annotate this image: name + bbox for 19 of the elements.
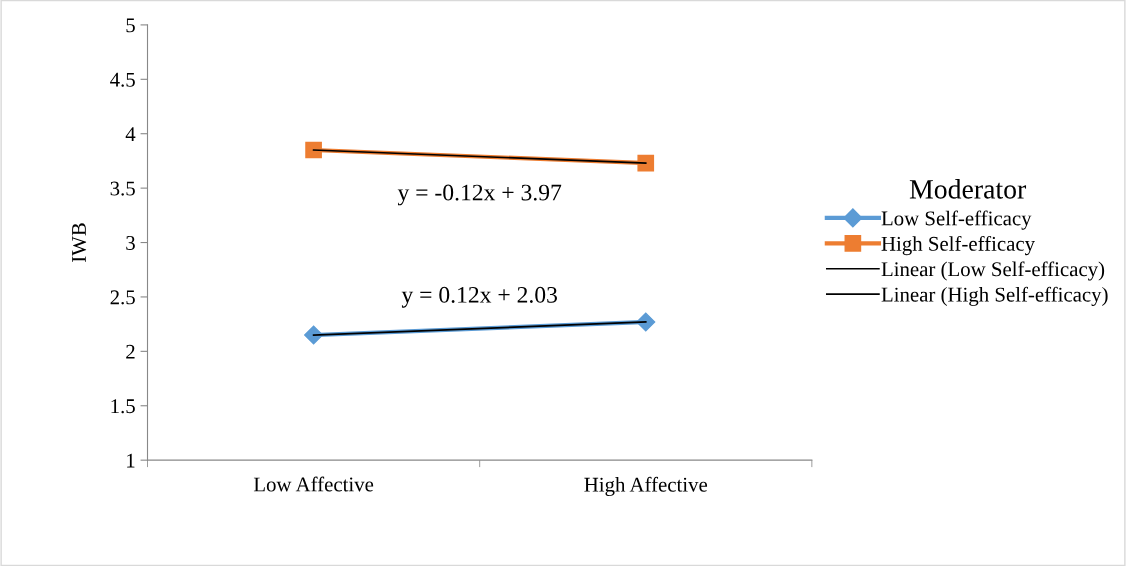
y-tick-label: 4 — [125, 127, 136, 141]
y-tick-label: 4.5 — [110, 72, 135, 87]
y-tick-label: 5 — [126, 18, 135, 33]
legend-label: Linear (High Self-efficacy) — [881, 286, 1108, 306]
x-tick-label: Low Affective — [253, 476, 374, 492]
legend-label: Linear (Low Self-efficacy) — [881, 261, 1105, 281]
y-axis-title: IWB — [72, 223, 87, 263]
x-tick-label: High Affective — [584, 476, 708, 496]
annotation: y = 0.12x + 2.03 — [401, 286, 557, 308]
annotation: y = -0.12x + 3.97 — [397, 184, 562, 206]
legend-label: High Self-efficacy — [881, 235, 1035, 256]
y-tick-label: 1.5 — [111, 399, 135, 414]
y-tick-label: 3 — [126, 235, 135, 250]
y-tick-label: 1 — [127, 453, 135, 468]
y-tick-label: 2.5 — [110, 290, 135, 305]
y-tick-label: 3.5 — [110, 181, 135, 196]
legend-label: Low Self-efficacy — [881, 210, 1032, 230]
y-tick-label: 2 — [126, 344, 135, 359]
legend-title: Moderator — [909, 179, 1027, 199]
